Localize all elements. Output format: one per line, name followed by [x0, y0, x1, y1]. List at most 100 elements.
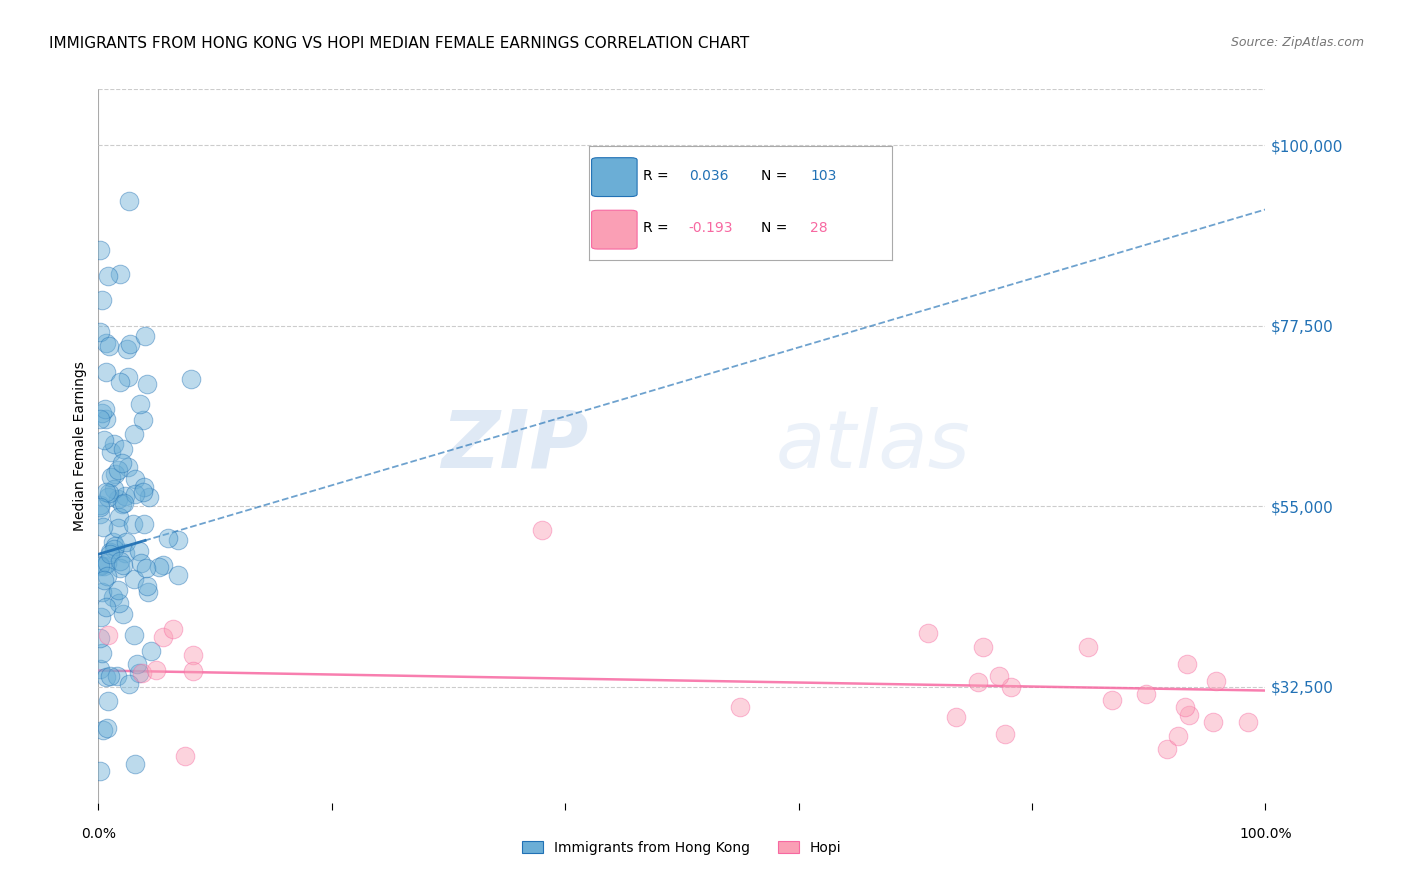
- Point: [94, 335, 117, 350]
- Point: [129, 397, 152, 411]
- Point: [89, 559, 111, 574]
- Point: [103, 437, 125, 451]
- Point: [89, 412, 111, 426]
- Point: [89, 632, 111, 646]
- Point: [152, 630, 174, 644]
- Point: [107, 582, 129, 597]
- Point: [100, 445, 122, 459]
- Point: [117, 370, 139, 384]
- Y-axis label: Median Female Earnings: Median Female Earnings: [73, 361, 87, 531]
- Point: [107, 491, 129, 506]
- Point: [104, 539, 127, 553]
- Text: ZIP: ZIP: [441, 407, 589, 485]
- Point: [1175, 657, 1198, 672]
- Point: [91, 585, 114, 599]
- Point: [104, 467, 127, 481]
- Point: [157, 531, 180, 545]
- Text: atlas: atlas: [775, 407, 970, 485]
- Point: [117, 342, 139, 356]
- Point: [97, 268, 120, 283]
- Point: [89, 507, 111, 521]
- Point: [1156, 741, 1178, 756]
- Point: [988, 669, 1011, 683]
- Text: 100.0%: 100.0%: [1239, 827, 1292, 841]
- Point: [108, 267, 131, 281]
- Point: [93, 433, 115, 447]
- Point: [132, 480, 155, 494]
- Point: [90, 609, 112, 624]
- Point: [111, 607, 134, 622]
- Point: [1236, 715, 1258, 730]
- Point: [530, 523, 553, 537]
- Point: [993, 727, 1015, 741]
- Point: [145, 663, 167, 677]
- Point: [118, 337, 141, 351]
- Point: [112, 442, 135, 457]
- Point: [89, 325, 111, 339]
- Point: [1000, 680, 1022, 694]
- Point: [91, 723, 114, 737]
- Point: [97, 628, 120, 642]
- Point: [89, 764, 111, 778]
- Point: [100, 470, 122, 484]
- Point: [103, 483, 125, 497]
- Point: [91, 293, 114, 307]
- Point: [122, 573, 145, 587]
- Point: [89, 662, 111, 676]
- Point: [118, 677, 141, 691]
- Point: [93, 401, 115, 416]
- Point: [112, 496, 135, 510]
- Point: [108, 375, 131, 389]
- Point: [117, 460, 139, 475]
- Point: [167, 533, 190, 547]
- Point: [181, 664, 204, 678]
- Point: [124, 487, 146, 501]
- Point: [152, 558, 174, 572]
- Point: [136, 585, 159, 599]
- Point: [1167, 729, 1189, 743]
- Point: [89, 500, 111, 514]
- Point: [139, 644, 162, 658]
- Point: [1178, 708, 1201, 723]
- Point: [103, 541, 125, 556]
- Point: [98, 547, 121, 561]
- Point: [972, 640, 994, 654]
- Point: [96, 365, 118, 379]
- Text: 0.0%: 0.0%: [82, 827, 115, 841]
- Point: [162, 622, 184, 636]
- Point: [124, 427, 146, 442]
- Point: [107, 509, 129, 524]
- Legend: Immigrants from Hong Kong, Hopi: Immigrants from Hong Kong, Hopi: [517, 835, 846, 860]
- Point: [93, 558, 115, 573]
- Point: [138, 490, 160, 504]
- Point: [108, 596, 131, 610]
- Point: [111, 497, 134, 511]
- Point: [90, 646, 112, 660]
- Point: [124, 472, 146, 486]
- Point: [98, 669, 121, 683]
- Point: [945, 710, 967, 724]
- Point: [136, 579, 159, 593]
- Point: [96, 557, 118, 571]
- Text: Source: ZipAtlas.com: Source: ZipAtlas.com: [1230, 36, 1364, 49]
- Point: [135, 561, 157, 575]
- Point: [111, 558, 134, 573]
- Point: [121, 516, 143, 531]
- Point: [131, 666, 153, 681]
- Point: [132, 516, 155, 531]
- Point: [103, 590, 125, 604]
- Point: [181, 648, 204, 662]
- Point: [148, 559, 170, 574]
- Point: [94, 670, 117, 684]
- Point: [96, 490, 118, 504]
- Point: [89, 499, 111, 513]
- Point: [124, 628, 146, 642]
- Point: [108, 554, 131, 568]
- Point: [129, 556, 152, 570]
- Point: [917, 625, 939, 640]
- Point: [131, 413, 153, 427]
- Point: [90, 406, 112, 420]
- Point: [93, 573, 115, 587]
- Point: [107, 463, 129, 477]
- Point: [118, 194, 141, 209]
